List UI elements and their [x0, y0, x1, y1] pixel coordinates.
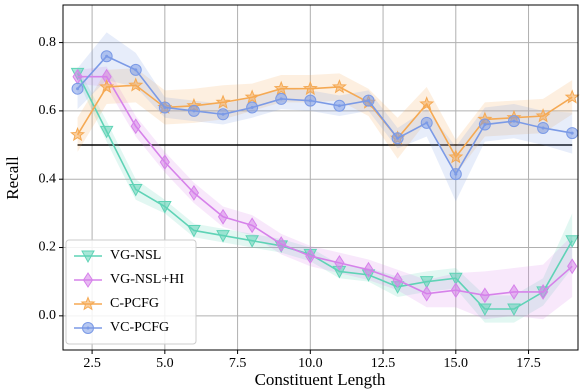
marker-dot — [512, 119, 516, 123]
legend-label: VC-PCFG — [110, 320, 169, 335]
marker-dot — [541, 126, 545, 130]
marker — [188, 184, 200, 201]
marker — [305, 248, 316, 264]
y-axis-label: Recall — [3, 156, 22, 200]
marker-dot — [279, 97, 283, 101]
marker — [157, 201, 172, 214]
marker-dot — [483, 123, 487, 127]
marker — [450, 282, 461, 299]
marker — [99, 79, 115, 94]
marker — [215, 94, 231, 109]
marker — [507, 303, 521, 317]
marker — [419, 276, 434, 289]
marker — [81, 250, 95, 264]
marker — [70, 126, 86, 142]
marker-dot — [105, 54, 109, 58]
y-tick-label: 0.4 — [39, 171, 57, 186]
y-tick-label: 0.2 — [39, 240, 57, 255]
marker — [128, 183, 143, 197]
marker — [216, 230, 230, 243]
marker — [421, 285, 432, 302]
marker — [448, 149, 464, 164]
legend-label: C-PCFG — [110, 296, 159, 311]
marker — [535, 108, 551, 123]
marker — [508, 284, 520, 300]
legend-label: VG-NSL — [110, 248, 161, 263]
marker — [565, 235, 580, 248]
marker — [273, 80, 289, 96]
marker — [217, 208, 229, 225]
marker-dot — [76, 87, 80, 91]
marker — [276, 236, 287, 253]
x-tick-label: 5.0 — [156, 356, 174, 371]
error-band — [77, 32, 573, 202]
marker — [130, 118, 141, 135]
marker-dot — [134, 68, 138, 72]
marker — [82, 272, 94, 288]
marker — [247, 217, 258, 234]
marker-dot — [250, 105, 254, 109]
error-band — [77, 66, 573, 323]
x-tick-label: 2.5 — [83, 356, 101, 371]
y-tick-label: 0.6 — [39, 103, 57, 118]
marker — [334, 254, 345, 271]
marker — [537, 284, 549, 300]
marker-dot — [192, 109, 196, 113]
marker — [245, 235, 259, 248]
marker — [244, 89, 260, 104]
x-axis-label: Constituent Length — [255, 370, 386, 389]
marker — [159, 154, 170, 171]
marker-dot — [163, 105, 167, 109]
marker — [128, 77, 144, 92]
marker — [80, 296, 96, 311]
x-tick-label: 10.0 — [298, 356, 323, 371]
y-tick-label: 0.8 — [39, 35, 57, 50]
marker — [567, 258, 578, 275]
marker — [419, 96, 435, 111]
marker — [363, 261, 374, 278]
marker — [478, 303, 492, 317]
series-line — [77, 75, 573, 297]
plot-frame — [62, 4, 579, 351]
marker — [187, 224, 201, 238]
marker-dot — [396, 136, 400, 140]
x-tick-label: 17.5 — [516, 356, 541, 371]
x-tick-label: 15.0 — [444, 356, 469, 371]
marker-dot — [425, 121, 429, 125]
marker-dot — [308, 99, 312, 103]
marker — [331, 79, 347, 94]
marker — [99, 125, 114, 139]
marker — [302, 80, 318, 96]
marker-dot — [337, 104, 341, 108]
marker — [392, 272, 403, 288]
legend-box — [65, 239, 197, 345]
marker-dot — [454, 172, 458, 176]
x-tick-label: 7.5 — [229, 356, 247, 371]
marker — [479, 287, 490, 304]
marker-dot — [221, 112, 225, 116]
legend-label: VG-NSL+HI — [110, 272, 184, 287]
error-band — [77, 68, 573, 175]
marker-dot — [86, 326, 90, 330]
legend: VG-NSL VG-NSL+HI C-PCFG VC-PCFG — [65, 239, 197, 345]
y-tick-label: 0.0 — [39, 308, 57, 323]
marker-dot — [570, 131, 574, 135]
marker — [564, 89, 580, 104]
marker-dot — [367, 99, 371, 103]
x-tick-label: 12.5 — [371, 356, 396, 371]
error-band — [77, 66, 573, 320]
marker — [448, 272, 463, 286]
